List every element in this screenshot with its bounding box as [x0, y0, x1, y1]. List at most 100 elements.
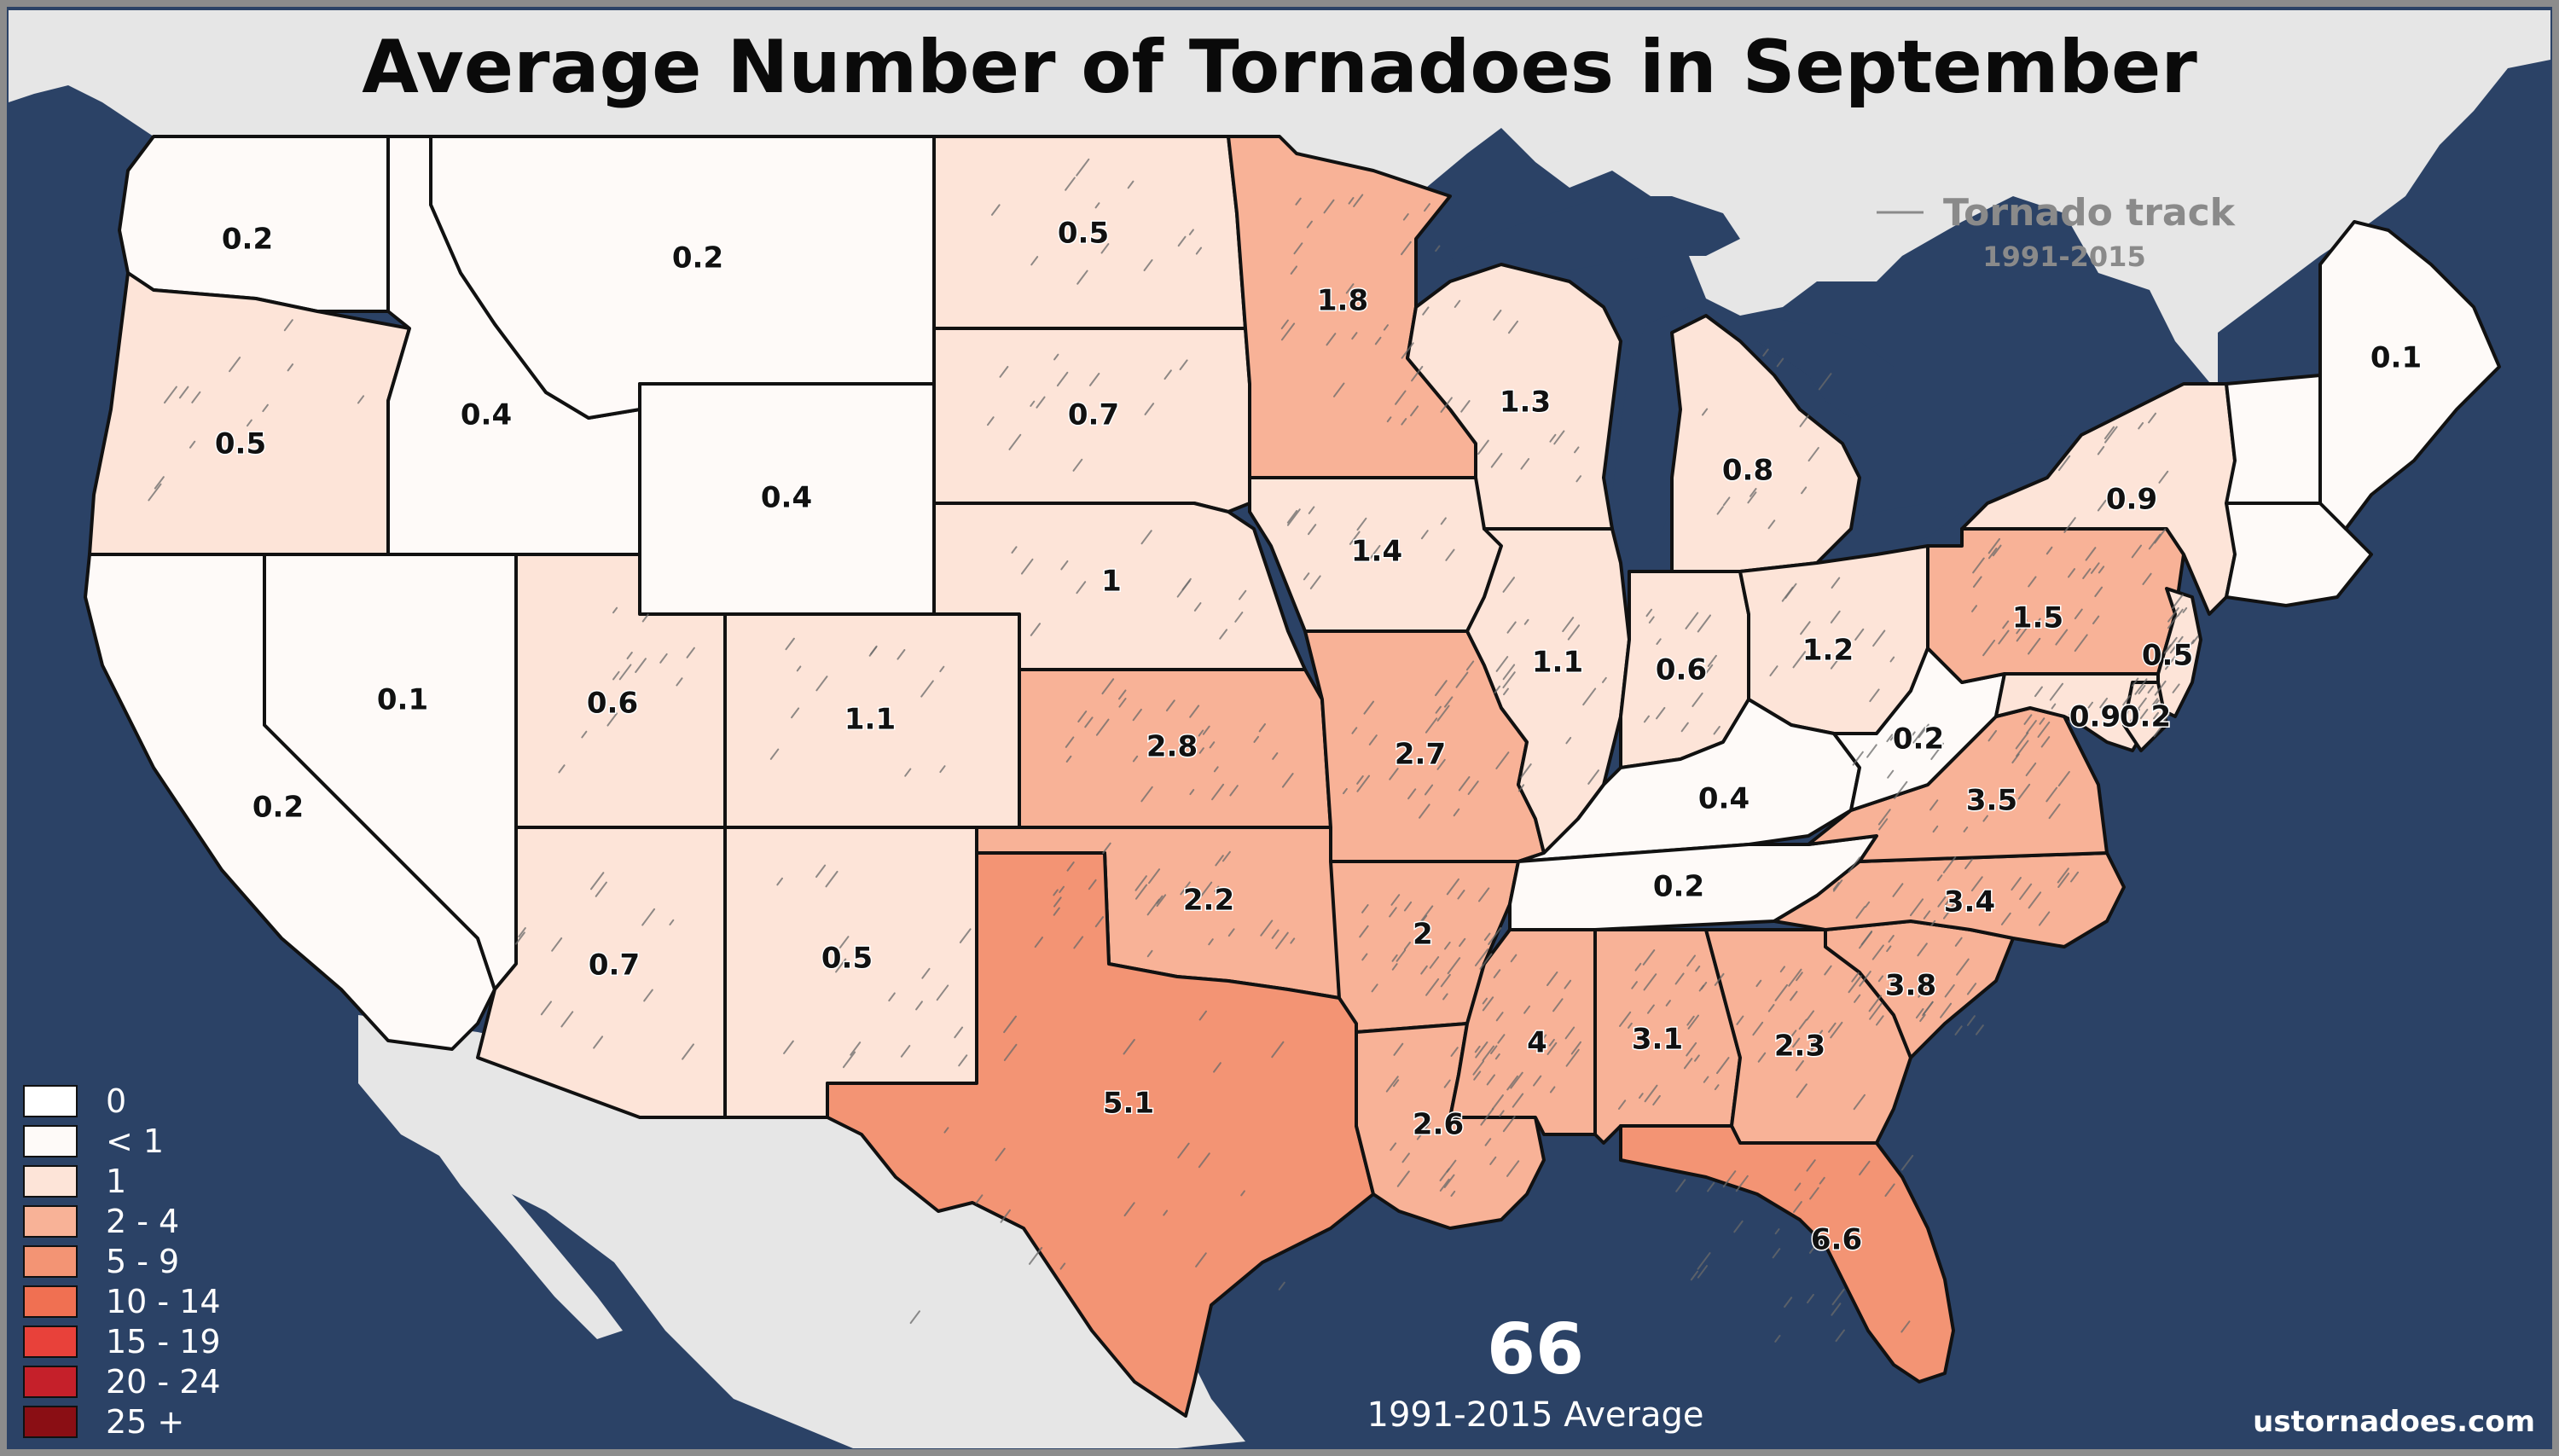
label-DE: 0.2 — [2120, 700, 2171, 734]
tornado-track — [2025, 762, 2037, 777]
tornado-track — [1859, 1160, 1871, 1176]
tornado-track — [1549, 433, 1557, 443]
tornado-track — [1774, 1334, 1781, 1343]
tornado-track — [2129, 709, 2140, 722]
track-legend: Tornado track 1991-2015 — [1877, 191, 2237, 273]
tornado-track — [682, 1043, 694, 1060]
tornado-track — [904, 768, 912, 777]
tornado-track — [1491, 1094, 1504, 1111]
tornado-track — [606, 712, 618, 727]
tornado-track — [1494, 1053, 1500, 1060]
label-NE: 1 — [1101, 565, 1122, 599]
tornado-track — [1789, 1030, 1797, 1039]
legend-label: 0 — [106, 1082, 126, 1120]
tornado-track — [1030, 256, 1039, 266]
tornado-track — [1156, 895, 1163, 904]
state-TX — [826, 851, 1375, 1418]
tornado-track — [1003, 1043, 1018, 1061]
tornado-track — [1477, 439, 1489, 455]
tornado-track — [1389, 907, 1397, 918]
tornado-track — [1855, 906, 1866, 919]
tornado-track — [1179, 359, 1188, 371]
tornado-track — [1326, 333, 1337, 346]
tornado-track — [551, 937, 563, 952]
tornado-track — [1792, 651, 1807, 669]
tornado-track — [1714, 1084, 1720, 1091]
tornado-track — [2085, 547, 2097, 561]
tornado-track — [1937, 890, 1952, 908]
tornado-track — [1685, 612, 1699, 629]
tornado-track — [842, 1051, 856, 1069]
tornado-track — [1877, 809, 1891, 826]
tornado-track — [1824, 965, 1832, 976]
tornado-track — [1818, 373, 1832, 391]
tornado-track — [1416, 1122, 1431, 1140]
tornado-track — [1877, 975, 1884, 983]
tornado-track — [1440, 517, 1447, 525]
tornado-track — [2131, 544, 2143, 559]
tornado-track — [1227, 928, 1235, 937]
tornado-track — [1132, 708, 1142, 722]
tornado-track — [1140, 786, 1153, 803]
tornado-track — [2000, 912, 2011, 925]
tornado-track — [1424, 784, 1434, 796]
tornado-track — [1221, 850, 1231, 862]
tornado-track — [2182, 606, 2188, 613]
tornado-track — [1809, 1186, 1819, 1200]
tornado-track — [1278, 1281, 1285, 1291]
tornado-track — [1084, 716, 1094, 728]
tornado-track — [1000, 1209, 1011, 1223]
tornado-track — [1831, 1288, 1845, 1306]
tornado-track — [1954, 937, 1963, 947]
tornado-track — [178, 386, 189, 399]
tornado-track — [1486, 1074, 1495, 1086]
tornado-track — [1443, 1079, 1451, 1088]
tornado-track — [1675, 1179, 1686, 1192]
tornado-track — [1290, 937, 1296, 944]
tornado-track — [1482, 1045, 1494, 1062]
tornado-track — [2011, 877, 2022, 891]
tornado-track — [1520, 763, 1532, 779]
tornado-track — [1976, 1024, 1984, 1035]
tornado-track — [1419, 905, 1434, 923]
tornado-track — [1807, 1293, 1814, 1304]
tornado-track — [1755, 979, 1762, 988]
tornado-track — [1240, 1190, 1245, 1197]
label-WI: 1.3 — [1500, 386, 1551, 420]
tornado-track — [1769, 665, 1779, 676]
legend-label: 10 - 14 — [106, 1283, 221, 1320]
tornado-track — [1309, 575, 1321, 589]
tornado-track — [1932, 825, 1939, 833]
tornado-track — [915, 1001, 923, 1011]
tornado-track — [1034, 937, 1043, 948]
tornado-track — [1003, 1015, 1017, 1034]
legend-label: 20 - 24 — [106, 1363, 221, 1401]
label-SC: 3.8 — [1885, 969, 1936, 1003]
label-OK: 2.2 — [1183, 884, 1234, 918]
tornado-track — [1420, 965, 1428, 975]
tornado-track — [1562, 617, 1575, 633]
tornado-track — [1401, 241, 1412, 256]
tornado-track — [1887, 769, 1895, 779]
tornado-track — [958, 1054, 968, 1067]
tornado-track — [1889, 973, 1899, 986]
tornado-track — [1478, 887, 1490, 902]
tornado-track — [959, 928, 972, 943]
tornado-track — [1695, 966, 1701, 972]
tornado-track — [2122, 694, 2131, 706]
tornado-track — [1215, 855, 1224, 867]
tornado-track — [1752, 1021, 1764, 1036]
tornado-track — [1828, 1022, 1837, 1033]
tornado-track — [2055, 629, 2069, 646]
tornado-track — [1686, 1015, 1695, 1026]
tornado-track — [1587, 769, 1599, 785]
tornado-track — [1118, 698, 1127, 708]
tornado-track — [1445, 548, 1455, 561]
tornado-track — [839, 936, 850, 948]
tornado-track — [1499, 1110, 1505, 1117]
tornado-track — [1208, 938, 1214, 946]
tornado-track — [1806, 1159, 1816, 1172]
tornado-track — [1776, 357, 1784, 368]
label-ME: 0.1 — [2370, 341, 2422, 375]
